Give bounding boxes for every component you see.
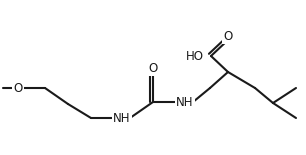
- Text: NH: NH: [113, 111, 131, 124]
- Text: NH: NH: [176, 95, 194, 108]
- Text: O: O: [148, 62, 158, 75]
- Text: HO: HO: [186, 49, 204, 62]
- Text: O: O: [223, 29, 233, 42]
- Text: O: O: [13, 82, 23, 95]
